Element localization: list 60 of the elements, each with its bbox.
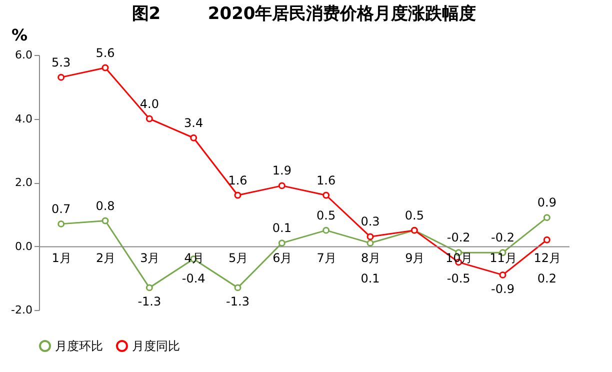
data-label: 0.3 (360, 214, 380, 229)
data-label: -0.9 (491, 282, 514, 296)
data-label: 5.3 (52, 55, 71, 70)
data-label: 0.1 (272, 221, 292, 236)
data-label: -0.5 (446, 271, 470, 286)
data-label: -0.2 (446, 230, 470, 245)
x-tick-label: 7月 (316, 250, 336, 265)
point (543, 214, 550, 222)
data-label: 0.2 (537, 271, 556, 286)
point (190, 134, 198, 142)
x-tick-label: 6月 (272, 250, 292, 265)
y-tick-label: 6.0 (15, 48, 32, 62)
data-label: 0.9 (537, 196, 556, 210)
point (102, 64, 109, 72)
data-label: -0.4 (182, 271, 206, 286)
data-label: 4.0 (140, 96, 159, 111)
point (366, 240, 374, 247)
point (234, 284, 242, 292)
point (102, 217, 109, 224)
legend-label: 月度同比 (132, 339, 180, 353)
chart-title: 图2 2020年居民消费价格月度涨跌幅度 (132, 4, 476, 24)
point (58, 220, 65, 228)
data-label: 0.5 (404, 208, 424, 222)
data-label: 0.7 (52, 202, 71, 216)
point (146, 115, 153, 122)
point (322, 192, 330, 199)
x-tick-label: 11月 (490, 250, 517, 265)
y-tick-label: 0.0 (15, 240, 32, 253)
point (366, 233, 374, 240)
point (146, 284, 153, 292)
data-label: 0.5 (316, 208, 336, 222)
data-label: 1.6 (228, 173, 248, 188)
x-tick-label: 3月 (140, 250, 160, 265)
x-tick-label: 5月 (228, 250, 248, 265)
data-label: 3.4 (184, 116, 204, 130)
x-tick-label: 12月 (534, 250, 562, 265)
data-label: 1.6 (316, 173, 336, 188)
data-label: -1.3 (226, 294, 250, 309)
y-tick-label: 2.0 (15, 176, 32, 189)
x-tick-label: 8月 (360, 250, 381, 265)
point (499, 271, 506, 278)
point (278, 240, 286, 247)
data-label: 5.6 (96, 46, 115, 60)
x-tick-label: 1月 (52, 250, 72, 265)
point (543, 236, 550, 244)
data-label: 0.8 (96, 198, 115, 213)
y-tick-label: 4.0 (15, 112, 32, 126)
y-tick-label: -2.0 (11, 304, 32, 316)
data-label: -0.2 (491, 230, 514, 245)
data-label: 0.1 (360, 271, 380, 286)
x-tick-label: 9月 (405, 250, 425, 265)
data-label: -1.3 (138, 294, 162, 309)
point (322, 226, 330, 234)
data-label: 1.9 (272, 164, 292, 178)
legend-label: 月度环比 (55, 339, 103, 353)
x-tick-label: 2月 (96, 250, 116, 265)
point (234, 192, 242, 199)
point (58, 74, 65, 81)
y-axis-title: % (12, 26, 28, 44)
point (278, 182, 286, 190)
